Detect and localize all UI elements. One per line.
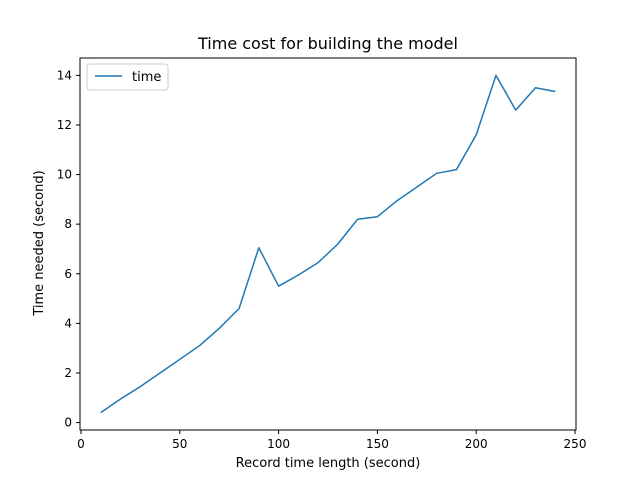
chart-title: Time cost for building the model <box>197 34 458 53</box>
x-tick-label: 0 <box>77 437 85 451</box>
y-tick-label: 10 <box>57 168 72 182</box>
y-tick-label: 12 <box>57 118 72 132</box>
x-tick-label: 150 <box>366 437 389 451</box>
legend: time <box>86 63 169 91</box>
x-tick-label: 200 <box>465 437 488 451</box>
series-line-time <box>100 74 556 414</box>
legend-label-time: time <box>132 70 161 85</box>
y-tick-label: 8 <box>64 217 72 231</box>
x-axis-ticks: 0 50 100 150 200 250 <box>77 430 586 451</box>
x-axis-label: Record time length (second) <box>236 456 421 471</box>
y-tick-label: 2 <box>64 366 72 380</box>
y-tick-label: 6 <box>64 267 72 281</box>
x-tick-label: 50 <box>172 437 187 451</box>
y-tick-label: 4 <box>64 316 72 330</box>
y-tick-label: 0 <box>64 416 72 430</box>
y-tick-label: 14 <box>57 68 72 82</box>
y-axis-label: Time needed (second) <box>32 170 47 316</box>
x-tick-label: 100 <box>267 437 290 451</box>
x-tick-label: 250 <box>564 437 587 451</box>
plot-area <box>79 57 577 431</box>
legend-box <box>86 63 169 91</box>
axes-frame <box>79 57 577 431</box>
y-axis-ticks: 0 2 4 6 8 10 12 14 <box>57 68 80 430</box>
